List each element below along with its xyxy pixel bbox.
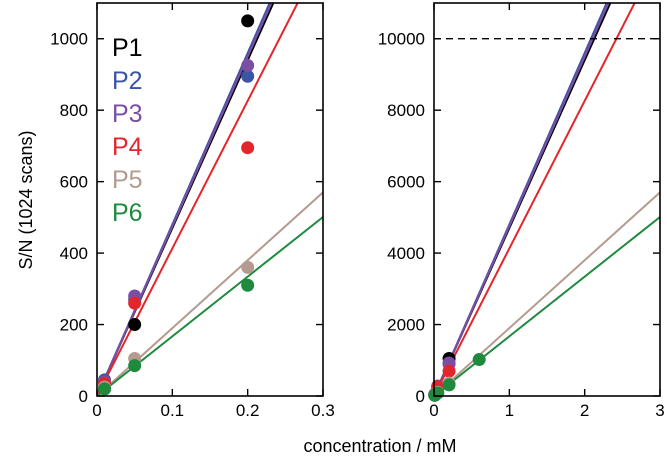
x-tick-label: 0 (92, 401, 101, 420)
y-tick-label: 200 (60, 316, 88, 335)
data-point-p4 (241, 141, 255, 155)
right-fit-lines (434, 3, 660, 396)
data-point-p6 (472, 353, 486, 367)
y-tick-label: 8000 (387, 101, 425, 120)
data-point-p6 (442, 378, 456, 392)
right-panel: 0 1 2 3 0 2000 4000 6000 8000 10000 (378, 2, 665, 420)
legend-entry-p1: P1 (112, 34, 143, 62)
legend-entry-p2: P2 (112, 67, 143, 95)
y-tick-label: 400 (60, 244, 88, 263)
right-plot-frame (433, 2, 661, 397)
fit-line-p4 (434, 3, 636, 396)
y-tick-label: 0 (416, 387, 425, 406)
x-tick-label: 3 (655, 401, 664, 420)
data-point-p1 (128, 318, 142, 332)
y-tick-label: 2000 (387, 316, 425, 335)
legend-entry-p6: P6 (112, 199, 143, 227)
y-tick-label: 6000 (387, 173, 425, 192)
fit-line-p3 (97, 3, 273, 396)
data-point-p6 (128, 359, 142, 373)
fit-line-p6 (434, 216, 660, 396)
data-point-p1 (241, 14, 255, 28)
left-data-points (98, 14, 255, 396)
x-tick-label: 1 (505, 401, 514, 420)
y-tick-label: 1000 (50, 30, 88, 49)
x-tick-label: 0.1 (161, 401, 185, 420)
fit-line-p1 (434, 3, 612, 396)
fit-line-p2 (434, 3, 608, 396)
legend-entry-p5: P5 (112, 166, 143, 194)
data-point-p4 (128, 296, 142, 310)
y-tick-label: 600 (60, 173, 88, 192)
data-point-p2 (241, 69, 255, 83)
data-point-p6 (98, 382, 112, 396)
y-tick-label: 10000 (378, 30, 425, 49)
data-point-p4 (442, 364, 456, 378)
x-axis-label: concentration / mM (303, 436, 456, 456)
x-tick-label: 2 (580, 401, 589, 420)
x-tick-label: 0 (429, 401, 438, 420)
right-axis-ticks: 0 1 2 3 0 2000 4000 6000 8000 10000 (378, 3, 665, 420)
x-tick-label: 0.2 (236, 401, 260, 420)
legend-entry-p3: P3 (112, 100, 143, 128)
y-axis-label: S/N (1024 scans) (16, 130, 36, 269)
data-point-p5 (241, 260, 255, 274)
legend-entry-p4: P4 (112, 133, 143, 161)
data-point-p6 (241, 278, 255, 292)
data-point-p3 (241, 59, 255, 73)
y-tick-label: 0 (79, 387, 88, 406)
fit-line-p5 (434, 191, 660, 396)
fit-line-p3 (434, 3, 610, 396)
x-tick-label: 0.3 (311, 401, 335, 420)
y-tick-label: 800 (60, 101, 88, 120)
left-panel: 0 0.1 0.2 0.3 0 200 400 600 800 1000 P1 P2 P3 P4 P5 P6 (50, 2, 335, 420)
left-axis-ticks: 0 0.1 0.2 0.3 0 200 400 600 800 1000 (50, 3, 335, 420)
legend: P1 P2 P3 P4 P5 P6 (112, 34, 143, 227)
left-plot-frame (96, 2, 324, 397)
y-tick-label: 4000 (387, 244, 425, 263)
